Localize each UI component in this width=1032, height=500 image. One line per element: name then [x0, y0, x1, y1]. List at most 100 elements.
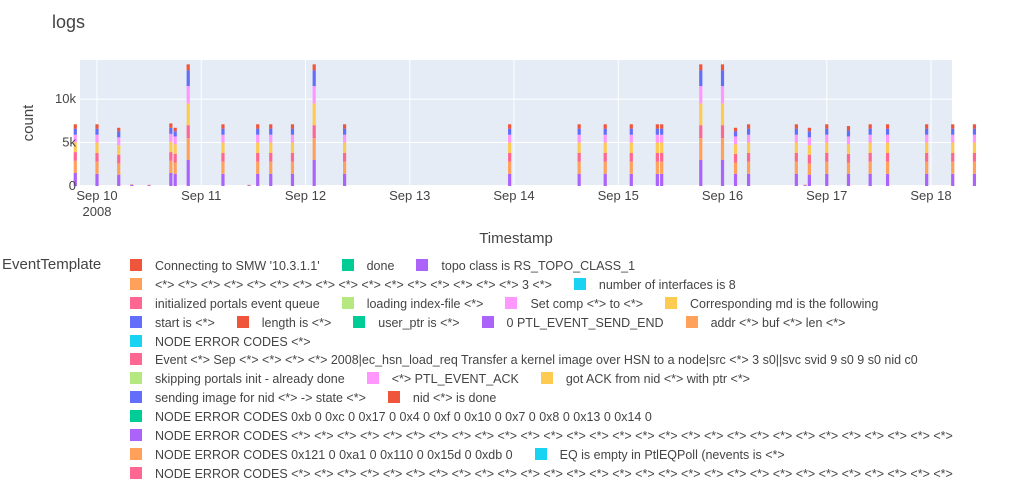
legend-swatch [130, 296, 142, 309]
bar-segment [660, 128, 664, 135]
legend-label: <*> <*> <*> <*> <*> <*> <*> <*> <*> <*> … [155, 277, 552, 292]
legend-label: 0 PTL_EVENT_SEND_END [506, 315, 664, 330]
legend-swatch [353, 315, 366, 328]
legend-label: Set comp <*> to <*> [530, 296, 644, 311]
bar-segment [660, 124, 664, 129]
bar-segment [577, 161, 581, 174]
bar-segment [885, 161, 890, 174]
bar-segment [169, 160, 173, 173]
legend-entry[interactable]: got ACK from nid <*> with ptr <*> [540, 370, 750, 389]
legend-entry[interactable]: user_ptr is <*> [353, 314, 460, 333]
legend-entry[interactable]: Set comp <*> to <*> [505, 295, 643, 314]
legend-entry[interactable]: EQ is empty in PtlEQPoll (nevents is <*> [534, 446, 785, 465]
legend-entry[interactable]: sending image for nid <*> -> state <*> [130, 389, 366, 408]
bar-segment [972, 142, 977, 153]
bar-segment [147, 184, 151, 186]
bar-segment [221, 161, 225, 174]
bar-segment [885, 142, 890, 153]
bar-segment [342, 128, 347, 135]
legend-title: EventTemplate [2, 256, 102, 273]
bar-segment [825, 124, 829, 129]
legend-entry[interactable]: nid <*> is done [387, 389, 496, 408]
bar-segment [342, 134, 347, 143]
x-tick-label: Sep 17 [806, 188, 847, 203]
legend-label: EQ is empty in PtlEQPoll (nevents is <*> [559, 447, 785, 462]
bar-segment [720, 64, 725, 71]
x-tick-label: Sep 15 [598, 188, 639, 203]
bar-segment [846, 153, 851, 163]
bar-segment [972, 161, 977, 174]
legend-entry[interactable]: NODE ERROR CODES <*> <*> <*> <*> <*> <*>… [130, 427, 953, 446]
bar-segment [95, 128, 99, 135]
legend-entry[interactable]: Corresponding md is the following [665, 295, 878, 314]
bar-segment [794, 142, 798, 153]
bar-segment [95, 161, 99, 174]
bar-segment [868, 161, 872, 174]
legend-swatch [130, 353, 142, 366]
legend-entry[interactable]: initialized portals event queue [130, 295, 320, 314]
bar-segment [269, 152, 273, 162]
bar-segment [73, 124, 77, 129]
legend-swatch [130, 259, 142, 271]
legend-entry[interactable]: NODE ERROR CODES 0xb 0 0xc 0 0x17 0 0x4 … [130, 408, 652, 427]
legend-entry[interactable]: addr <*> buf <*> len <*> [685, 314, 845, 333]
legend-entry[interactable]: number of interfaces is 8 [573, 276, 736, 295]
legend-entry[interactable]: skipping portals init - already done [130, 370, 345, 389]
bar-segment [699, 125, 703, 139]
legend-entry[interactable]: loading index-file <*> [341, 295, 483, 314]
bar-segment [73, 172, 77, 186]
legend-entry[interactable]: <*> <*> <*> <*> <*> <*> <*> <*> <*> <*> … [130, 276, 552, 295]
legend-entry[interactable]: 0 PTL_EVENT_SEND_END [481, 314, 664, 333]
legend-entry[interactable]: done [341, 257, 395, 276]
legend-label: done [366, 259, 395, 273]
bar-segment [269, 128, 273, 135]
bar-segment [660, 142, 664, 153]
bar-segment [269, 173, 273, 186]
bar-segment [629, 152, 633, 162]
bar-segment [169, 172, 173, 186]
bar-segment [846, 136, 851, 145]
legend-entry[interactable]: NODE ERROR CODES <*> [130, 333, 311, 352]
bar-segment [655, 142, 659, 153]
legend-entry[interactable]: NODE ERROR CODES 0x121 0 0xa1 0 0x110 0 … [130, 446, 513, 465]
bar-segment [733, 173, 738, 186]
bar-segment [169, 152, 173, 161]
x-tick-label: Sep 16 [702, 188, 743, 203]
legend-entry[interactable]: start is <*> [130, 314, 215, 333]
legend-entry[interactable]: length is <*> [236, 314, 331, 333]
bar-segment [603, 161, 607, 174]
bar-segment [147, 185, 151, 186]
legend-entry[interactable]: NODE ERROR CODES <*> <*> <*> <*> <*> <*>… [130, 465, 953, 484]
legend-entry[interactable]: Connecting to SMW '10.3.1.1' [130, 257, 320, 276]
legend-swatch [573, 277, 586, 290]
bar-segment [925, 142, 929, 153]
bar-segment [746, 124, 751, 129]
bar-segment [951, 173, 955, 186]
bar-segment [342, 152, 347, 162]
bar-segment [577, 134, 581, 143]
bar-segment [733, 162, 738, 174]
bar-segment [972, 124, 977, 129]
legend-label: Corresponding md is the following [690, 296, 879, 311]
bar-segment [312, 86, 316, 104]
bar-segment [117, 174, 121, 186]
bar-segment [221, 124, 225, 129]
bar-segment [221, 173, 225, 186]
legend-entry[interactable]: Event <*> Sep <*> <*> <*> <*> 2008|ec_hs… [130, 351, 918, 370]
bar-segment [130, 184, 134, 186]
legend-swatch [387, 391, 400, 404]
bar-segment [885, 128, 890, 135]
bar-segment [972, 152, 977, 162]
bar-segment [699, 64, 703, 71]
legend-row: NODE ERROR CODES 0xb 0 0xc 0 0x17 0 0x4 … [130, 408, 1032, 427]
bar-segment [868, 128, 872, 135]
bar-segment [794, 124, 798, 129]
legend-entry[interactable]: <*> PTL_EVENT_ACK [366, 370, 519, 389]
bar-segment [885, 124, 890, 129]
legend-entry[interactable]: topo class is RS_TOPO_CLASS_1 [416, 257, 635, 276]
bar-segment [186, 138, 190, 160]
bar-segment [794, 152, 798, 162]
bar-segment [173, 136, 177, 145]
bar-segment [951, 134, 955, 143]
